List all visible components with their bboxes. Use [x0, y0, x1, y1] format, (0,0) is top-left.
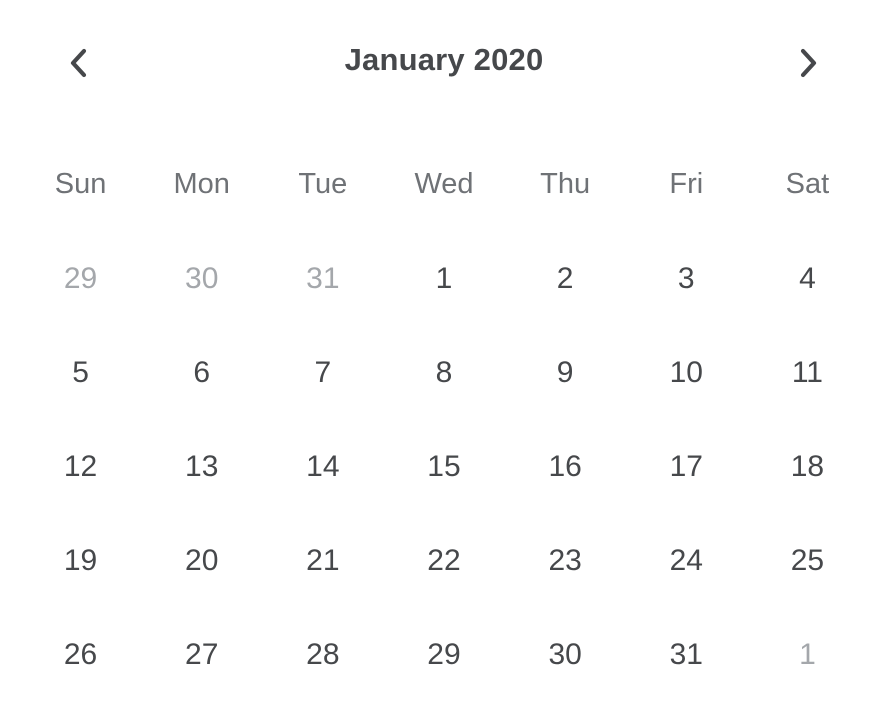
- day-cell[interactable]: 30: [548, 638, 582, 671]
- day-cell[interactable]: 1: [799, 638, 816, 671]
- month-title: January 2020: [344, 42, 544, 77]
- day-cell[interactable]: 12: [63, 450, 98, 483]
- day-grid: 29 30 31 1 2 3 4 5 6 7 8 9 10 11 12 13 1…: [20, 232, 868, 702]
- day-cell[interactable]: 17: [669, 450, 703, 483]
- day-cell[interactable]: 24: [669, 544, 703, 577]
- previous-month-button[interactable]: [54, 38, 104, 88]
- day-cell[interactable]: 2: [556, 262, 574, 295]
- day-cell[interactable]: 18: [790, 450, 825, 483]
- weekday-thu: Thu: [540, 168, 591, 200]
- day-cell[interactable]: 11: [791, 356, 823, 389]
- weekday-fri: Fri: [669, 168, 704, 200]
- day-cell[interactable]: 3: [677, 262, 695, 295]
- day-cell[interactable]: 30: [185, 262, 219, 295]
- weekday-sat: Sat: [785, 168, 830, 200]
- day-cell[interactable]: 21: [306, 544, 340, 577]
- day-cell[interactable]: 1: [435, 262, 453, 295]
- chevron-left-icon: [67, 47, 91, 79]
- weekday-wed: Wed: [414, 168, 474, 200]
- day-cell[interactable]: 14: [306, 450, 340, 483]
- day-cell[interactable]: 31: [306, 262, 340, 295]
- chevron-right-icon: [796, 47, 820, 79]
- day-cell[interactable]: 25: [790, 544, 825, 577]
- day-cell[interactable]: 20: [185, 544, 219, 577]
- day-cell[interactable]: 16: [548, 450, 582, 483]
- day-cell[interactable]: 5: [72, 356, 89, 389]
- weekday-sun: Sun: [54, 168, 107, 200]
- calendar-header: January 2020: [0, 28, 888, 98]
- day-cell[interactable]: 13: [185, 450, 219, 483]
- day-cell[interactable]: 15: [427, 450, 461, 483]
- day-cell[interactable]: 27: [185, 638, 219, 671]
- day-cell[interactable]: 23: [548, 544, 582, 577]
- day-cell[interactable]: 26: [63, 638, 98, 671]
- day-cell[interactable]: 7: [314, 356, 332, 389]
- day-cell[interactable]: 28: [306, 638, 340, 671]
- weekday-tue: Tue: [298, 168, 348, 200]
- next-month-button[interactable]: [783, 38, 833, 88]
- day-cell[interactable]: 19: [63, 544, 98, 577]
- day-cell[interactable]: 6: [193, 356, 211, 389]
- day-cell[interactable]: 10: [669, 356, 703, 389]
- day-cell[interactable]: 8: [435, 356, 453, 389]
- day-cell[interactable]: 22: [427, 544, 461, 577]
- weekday-header-row: Sun Mon Tue Wed Thu Fri Sat: [20, 162, 868, 206]
- day-cell[interactable]: 29: [427, 638, 461, 671]
- day-cell[interactable]: 9: [556, 356, 574, 389]
- day-cell[interactable]: 29: [63, 262, 98, 295]
- weekday-mon: Mon: [173, 168, 230, 200]
- day-cell[interactable]: 31: [669, 638, 703, 671]
- day-cell[interactable]: 4: [799, 262, 816, 295]
